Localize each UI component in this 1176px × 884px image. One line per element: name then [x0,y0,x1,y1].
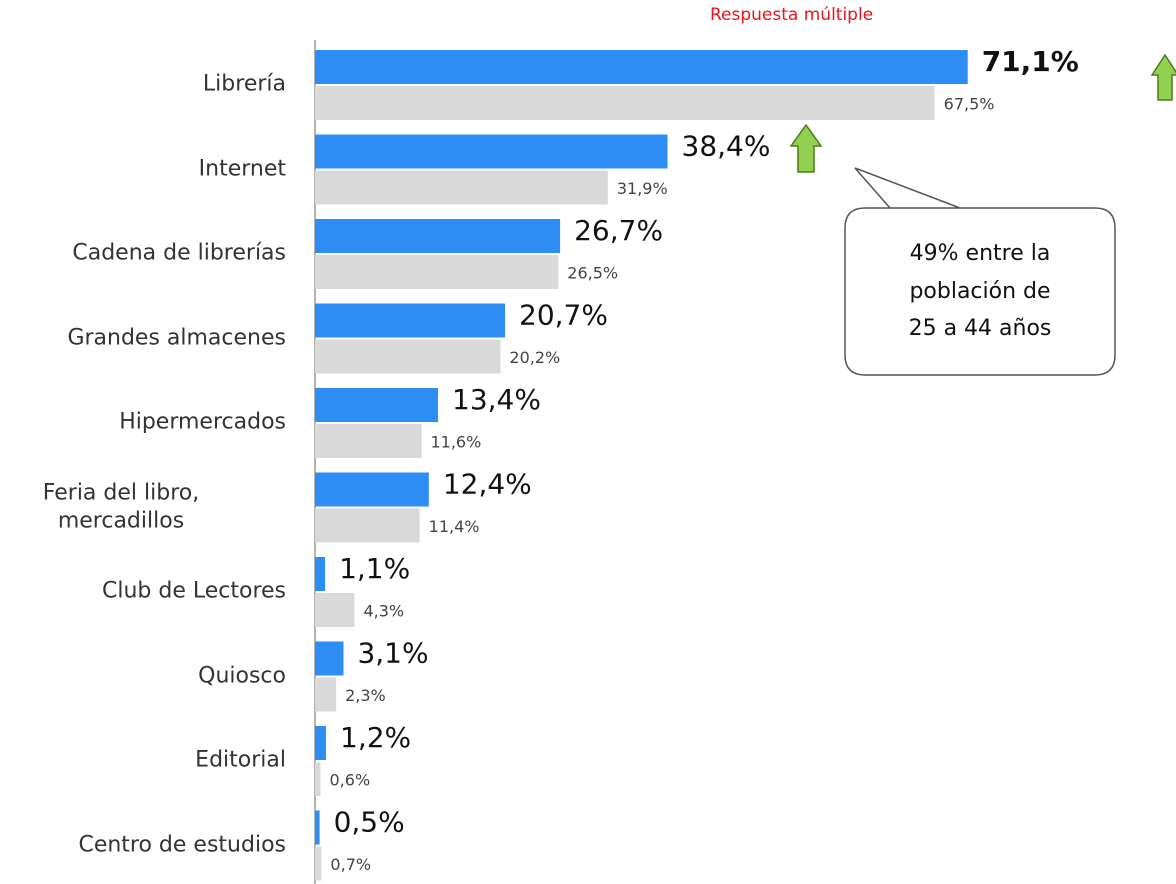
value-label: 38,4% [682,130,771,163]
bar [315,557,326,591]
value-label: 71,1% [982,45,1079,78]
value-label: 67,5% [944,95,995,114]
value-label: 2,3% [345,686,386,705]
category-label: Hipermercados [119,409,286,435]
category-label: Internet [198,156,286,182]
value-label: 3,1% [357,637,428,670]
value-label: 11,6% [430,433,481,452]
category-label: Librería [202,71,286,97]
bar [315,50,968,84]
value-label: 13,4% [452,383,541,416]
bar [315,641,344,676]
bar [315,388,439,422]
bar [315,303,506,338]
value-label: 31,9% [617,179,668,198]
category-label: Quiosco [198,663,286,689]
callout-text: 49% entre la población de 25 a 44 años [908,241,1052,342]
bar [315,762,321,796]
bar [315,219,561,253]
value-label: 20,7% [519,299,608,332]
bar [315,339,501,374]
bar [315,170,608,205]
value-label: 26,5% [567,264,618,283]
category-label: Club de Lectores [101,578,286,604]
bar [315,508,420,543]
category-label: Cadena de librerías [72,240,286,266]
bar [315,726,327,760]
category-label: Centro de estudios [78,832,286,858]
value-label: 26,7% [574,214,663,247]
category-label: Feria del libro, mercadillos [42,479,200,534]
bar [315,677,337,712]
value-label: 4,3% [363,602,404,621]
bar [315,134,668,169]
bar [315,846,322,881]
value-label: 0,5% [334,806,405,839]
value-label: 11,4% [429,517,480,536]
bar [315,472,429,507]
category-label: Grandes almacenes [67,325,286,351]
bar [315,255,559,289]
value-label: 20,2% [509,348,560,367]
bar [315,86,935,120]
up-arrow [789,123,823,173]
value-label: 12,4% [443,468,532,501]
annotation: Respuesta múltiple [710,5,874,25]
bar [315,593,355,627]
callout [844,167,1116,376]
value-label: 0,7% [330,855,371,874]
category-label: Editorial [195,747,286,773]
bar [315,424,422,458]
value-label: 1,2% [340,721,411,754]
up-arrow [1150,53,1176,101]
value-label: 1,1% [339,552,410,585]
value-label: 0,6% [330,771,371,790]
bar [315,810,320,845]
